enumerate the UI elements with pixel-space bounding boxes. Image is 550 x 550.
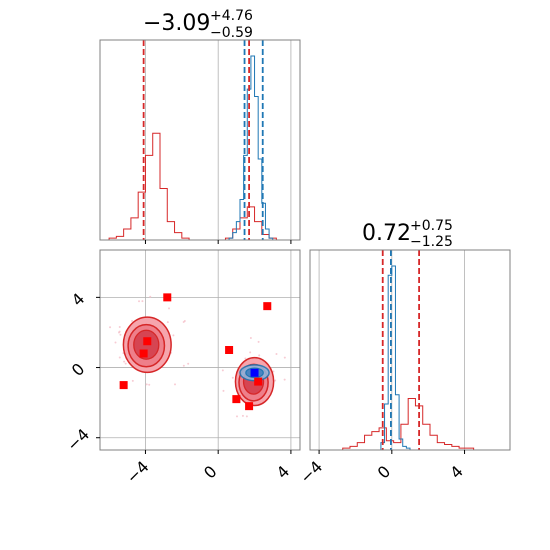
- sample-dot: [272, 370, 275, 373]
- y-tick-label-1: 0: [68, 359, 89, 380]
- sample-dot: [275, 353, 278, 356]
- sample-dot: [119, 333, 122, 336]
- sample-dot: [131, 320, 134, 323]
- sample-dot: [245, 415, 248, 418]
- marker-blue: [250, 368, 259, 377]
- sample-dot: [109, 326, 112, 329]
- sample-dot: [244, 357, 247, 360]
- histogram-blue-series: [380, 265, 411, 450]
- sample-dot: [249, 336, 252, 339]
- sample-dot: [221, 369, 224, 372]
- marker-red-6: [245, 402, 254, 411]
- sample-dot: [148, 383, 151, 386]
- sample-dot: [118, 330, 121, 333]
- histogram-red-series: [328, 397, 475, 451]
- marker-red-0: [163, 293, 172, 302]
- sample-dot: [123, 360, 126, 363]
- x-tick-label-2: 4: [446, 462, 467, 483]
- sample-dot: [241, 414, 244, 417]
- sample-dot: [182, 364, 185, 367]
- title-bottom-right: 0.72 +0.75 −1.25: [362, 218, 453, 250]
- title-top-left-value: −3.09: [143, 11, 210, 36]
- sample-dot: [124, 362, 127, 365]
- histogram-blue-series: [228, 55, 274, 240]
- marker-red-4: [225, 346, 234, 354]
- sample-dot: [149, 295, 152, 298]
- title-top-left-plus: +4.76: [210, 8, 253, 24]
- marker-red-8: [263, 302, 272, 311]
- x-tick-label-2: 4: [273, 462, 294, 483]
- panel-top-left-histogram: [99, 39, 301, 244]
- sample-dot: [222, 389, 225, 392]
- sample-dot: [141, 300, 144, 303]
- title-top-left: −3.09 +4.76 −0.59: [143, 8, 253, 41]
- sample-dot: [168, 307, 171, 310]
- sample-dot: [166, 321, 169, 324]
- panel-bottom-right-histogram: −4 0 4: [296, 249, 511, 487]
- title-bottom-right-plus: +0.75: [410, 218, 453, 234]
- sample-dot: [183, 319, 186, 322]
- panel-bottom-right-frame: [309, 249, 511, 451]
- sample-dot: [274, 379, 277, 382]
- sample-dot: [231, 376, 234, 379]
- x-tick-label-0: −4: [123, 457, 153, 487]
- marker-red-1: [143, 337, 152, 346]
- marker-red-2: [139, 349, 148, 358]
- marker-red-5: [232, 395, 241, 404]
- x-tick-label-0: −4: [296, 457, 326, 487]
- sample-dot: [138, 300, 141, 303]
- sample-dot: [258, 354, 261, 357]
- sample-dot: [172, 334, 175, 337]
- panel-bottom-left-frame: [99, 249, 301, 451]
- sample-dot: [257, 340, 260, 343]
- sample-dot: [283, 356, 286, 359]
- sample-dot: [174, 383, 177, 386]
- sample-dot: [145, 383, 148, 386]
- sample-dot: [187, 362, 190, 365]
- y-tick-label-2: 4: [68, 289, 89, 310]
- sample-dot: [131, 379, 134, 382]
- x-tick-label-1: 0: [200, 462, 221, 483]
- title-top-left-minus: −0.59: [210, 25, 253, 41]
- title-bottom-right-minus: −1.25: [410, 234, 453, 250]
- sample-dot: [283, 378, 286, 381]
- title-bottom-right-value: 0.72: [362, 221, 411, 246]
- x-tick-label-1: 0: [374, 462, 395, 483]
- marker-red-3: [119, 381, 128, 390]
- sample-dot: [235, 415, 238, 418]
- marker-red-7: [254, 377, 263, 386]
- y-tick-label-0: −4: [63, 425, 93, 455]
- sample-dot: [118, 356, 121, 359]
- panel-bottom-left-contour: −4 −4 0 0 4 4: [63, 249, 301, 487]
- histogram-red-series: [108, 132, 277, 241]
- panel-top-left-frame: [99, 39, 301, 241]
- sample-dot: [114, 341, 117, 344]
- sample-dot: [249, 351, 252, 354]
- sample-dot: [118, 326, 121, 329]
